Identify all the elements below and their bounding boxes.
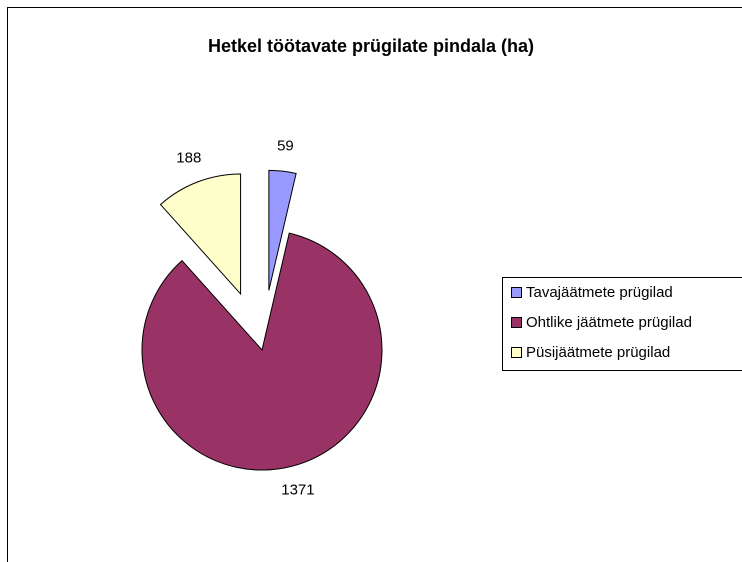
legend-swatch (511, 287, 522, 298)
data-label: 188 (176, 149, 201, 166)
legend-label: Tavajäätmete prügilad (526, 284, 673, 301)
legend-swatch (511, 347, 522, 358)
legend-box (502, 277, 742, 371)
pie-slice (159, 173, 242, 296)
data-label: 59 (277, 137, 294, 154)
chart-title: Hetkel töötavate prügilate pindala (ha) (208, 36, 534, 56)
data-label: 1371 (281, 481, 314, 498)
legend-swatch (511, 317, 522, 328)
legend-label: Ohtlike jäätmete prügilad (526, 314, 692, 331)
legend-label: Püsijäätmete prügilad (526, 344, 670, 361)
pie-slice (141, 232, 383, 471)
pie-slice (268, 169, 297, 291)
